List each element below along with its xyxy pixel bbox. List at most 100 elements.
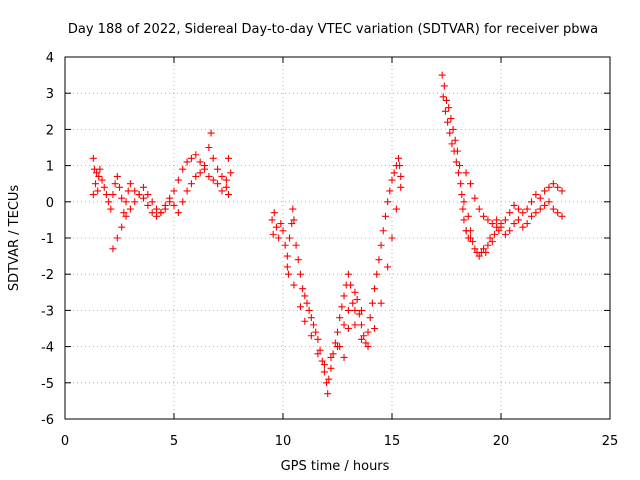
data-point bbox=[100, 183, 108, 191]
y-tick-label: -3 bbox=[41, 304, 54, 319]
x-tick-label: 25 bbox=[602, 434, 619, 449]
y-axis-label: SDTVAR / TECUs bbox=[7, 185, 22, 292]
data-point bbox=[459, 205, 467, 213]
data-point bbox=[222, 176, 230, 184]
x-axis-label: GPS time / hours bbox=[281, 459, 390, 474]
data-point bbox=[102, 191, 110, 199]
data-point bbox=[484, 241, 492, 249]
data-point bbox=[488, 238, 496, 246]
data-point bbox=[93, 169, 101, 177]
data-point bbox=[545, 198, 553, 206]
data-point bbox=[105, 198, 113, 206]
data-point bbox=[336, 314, 344, 322]
data-point bbox=[528, 198, 536, 206]
data-point bbox=[218, 172, 226, 180]
data-point bbox=[519, 223, 527, 231]
y-tick-label: -6 bbox=[41, 413, 54, 428]
data-point bbox=[495, 227, 503, 235]
data-point bbox=[187, 154, 195, 162]
data-point bbox=[554, 209, 562, 217]
data-point bbox=[375, 256, 383, 264]
data-point bbox=[456, 162, 464, 170]
data-point bbox=[493, 216, 501, 224]
data-point bbox=[209, 154, 217, 162]
data-point bbox=[469, 238, 477, 246]
data-point bbox=[334, 328, 341, 336]
data-point bbox=[183, 158, 191, 166]
data-point bbox=[124, 187, 132, 195]
data-point bbox=[514, 216, 522, 224]
data-point bbox=[310, 321, 318, 329]
y-tick-label: 1 bbox=[46, 160, 54, 175]
data-point bbox=[296, 303, 304, 311]
data-point bbox=[116, 183, 123, 191]
data-point bbox=[446, 129, 454, 137]
data-point bbox=[179, 198, 187, 206]
data-point bbox=[139, 183, 147, 191]
data-point bbox=[510, 201, 518, 209]
data-point bbox=[131, 198, 139, 206]
data-point bbox=[344, 306, 352, 314]
data-point bbox=[344, 270, 352, 278]
data-point bbox=[327, 364, 335, 372]
data-point bbox=[299, 285, 307, 293]
data-point bbox=[344, 325, 352, 332]
data-point bbox=[371, 285, 379, 293]
data-point bbox=[471, 194, 479, 202]
data-point bbox=[447, 115, 455, 123]
data-point bbox=[214, 165, 222, 173]
data-point bbox=[444, 118, 452, 126]
data-point bbox=[325, 375, 333, 383]
data-point bbox=[268, 216, 276, 224]
data-point bbox=[187, 180, 195, 188]
data-point bbox=[486, 234, 494, 242]
data-point bbox=[170, 201, 178, 209]
data-point bbox=[514, 205, 522, 213]
data-point bbox=[497, 223, 505, 231]
data-point bbox=[277, 220, 285, 228]
data-point bbox=[113, 172, 121, 180]
data-point bbox=[98, 176, 106, 184]
data-point bbox=[523, 220, 531, 228]
data-point bbox=[549, 180, 557, 188]
data-point bbox=[454, 169, 462, 177]
data-point bbox=[192, 172, 200, 180]
data-point bbox=[279, 227, 287, 235]
data-point bbox=[331, 339, 339, 347]
data-point bbox=[340, 292, 348, 300]
x-tick-label: 0 bbox=[61, 434, 69, 449]
data-point bbox=[340, 353, 348, 361]
x-tick-label: 5 bbox=[170, 434, 178, 449]
data-point bbox=[207, 129, 215, 137]
data-point bbox=[307, 332, 315, 340]
data-point bbox=[381, 212, 389, 220]
data-point bbox=[475, 205, 483, 213]
data-point bbox=[183, 187, 191, 195]
data-point bbox=[170, 187, 178, 195]
data-point bbox=[214, 180, 222, 188]
data-series bbox=[438, 71, 566, 260]
data-point bbox=[466, 234, 474, 242]
data-point bbox=[314, 350, 322, 358]
data-point bbox=[329, 350, 337, 358]
data-point bbox=[443, 96, 450, 104]
data-point bbox=[364, 343, 372, 351]
data-point bbox=[351, 306, 359, 314]
data-point bbox=[362, 339, 370, 347]
data-point bbox=[355, 310, 363, 318]
y-tick-label: -4 bbox=[41, 341, 54, 356]
data-point bbox=[286, 234, 294, 242]
data-point bbox=[336, 343, 344, 351]
data-point bbox=[451, 136, 459, 144]
data-point bbox=[379, 227, 387, 235]
data-point bbox=[488, 220, 496, 228]
data-point bbox=[153, 212, 161, 220]
data-point bbox=[347, 281, 355, 289]
data-point bbox=[390, 169, 398, 177]
data-point bbox=[201, 165, 209, 173]
data-point bbox=[179, 165, 187, 173]
data-point bbox=[301, 317, 309, 325]
data-point bbox=[205, 144, 213, 151]
